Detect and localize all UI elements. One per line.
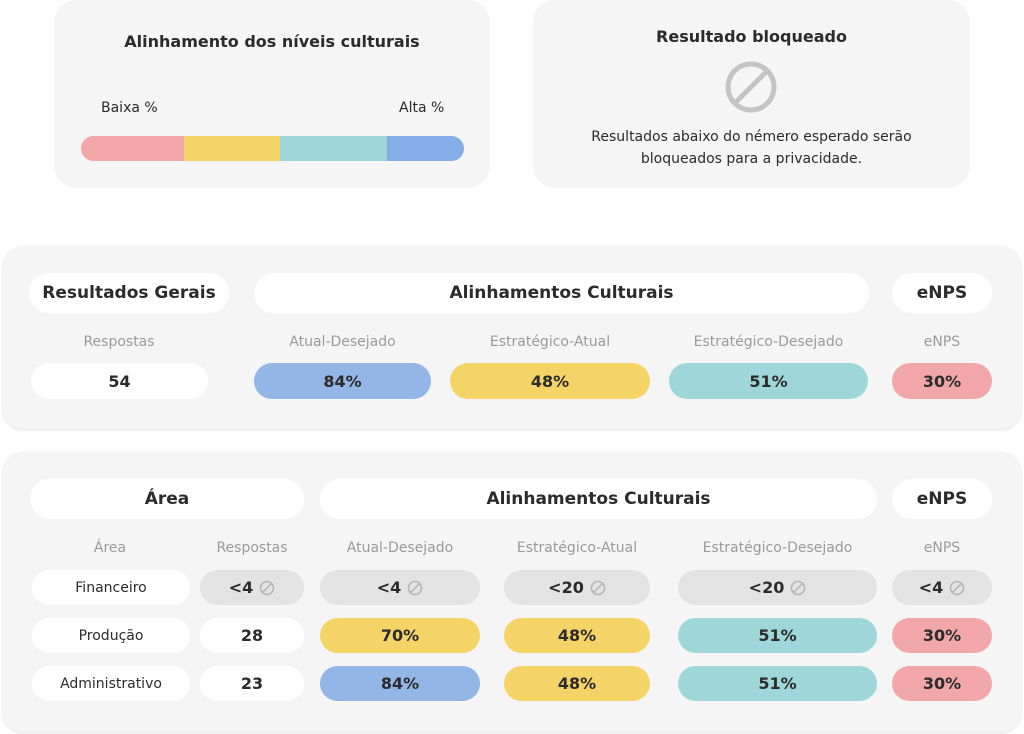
producao-estrategico-desejado-value: 51% <box>678 618 877 653</box>
ban-icon <box>949 580 965 595</box>
col-area-estrategico-desejado: Estratégico-Desejado <box>702 540 853 556</box>
financeiro-atual-desejado-text: <4 <box>376 578 402 597</box>
financeiro-enps-value: <4 <box>892 570 992 605</box>
financeiro-estrategico-desejado-text: <20 <box>748 578 785 597</box>
overall-enps-value: 30% <box>892 363 992 399</box>
alignment-color-scale <box>81 136 464 161</box>
administrativo-atual-desejado-value: 84% <box>320 666 480 701</box>
overall-estrategico-atual-value: 48% <box>450 363 650 399</box>
scale-segment-low <box>81 136 185 161</box>
financeiro-responses-text: <4 <box>228 578 254 597</box>
ban-icon <box>407 580 423 595</box>
blocked-description: Resultados abaixo do némero esperado ser… <box>533 126 970 170</box>
blocked-title: Resultado bloqueado <box>656 27 847 46</box>
header-area-cultural-alignments: Alinhamentos Culturais <box>320 479 877 519</box>
overall-atual-desejado-value: 84% <box>254 363 431 399</box>
area-name-administrativo: Administrativo <box>32 666 190 701</box>
blocked-result-card: Resultado bloqueado Resultados abaixo do… <box>533 0 970 188</box>
col-atual-desejado: Atual-Desejado <box>289 334 396 350</box>
scale-segment-high <box>387 136 464 161</box>
producao-enps-value: 30% <box>892 618 992 653</box>
financeiro-estrategico-desejado-value: <20 <box>678 570 877 605</box>
legend-high-label: Alta % <box>399 100 445 116</box>
administrativo-enps-value: 30% <box>892 666 992 701</box>
area-name-producao: Produção <box>32 618 190 653</box>
legend-title: Alinhamento dos níveis culturais <box>124 32 420 51</box>
header-area-enps: eNPS <box>892 479 992 519</box>
legend-low-label: Baixa % <box>101 100 158 116</box>
area-results-panel: Área Alinhamentos Culturais eNPS Área Re… <box>3 452 1021 732</box>
alignment-legend-card: Alinhamento dos níveis culturais Baixa %… <box>54 0 490 188</box>
col-area-estrategico-atual: Estratégico-Atual <box>516 540 638 556</box>
ban-icon <box>259 580 275 595</box>
header-area: Área <box>30 479 304 519</box>
overall-results-panel: Resultados Gerais Alinhamentos Culturais… <box>3 246 1021 429</box>
administrativo-responses-value: 23 <box>200 666 304 701</box>
header-enps: eNPS <box>892 273 992 313</box>
header-cultural-alignments: Alinhamentos Culturais <box>254 273 869 313</box>
col-estrategico-desejado: Estratégico-Desejado <box>693 334 844 350</box>
col-estrategico-atual: Estratégico-Atual <box>489 334 611 350</box>
financeiro-enps-text: <4 <box>918 578 944 597</box>
overall-responses-value: 54 <box>31 363 208 399</box>
ban-icon <box>791 580 806 595</box>
blocked-description-line1: Resultados abaixo do némero esperado ser… <box>591 129 912 145</box>
col-enps: eNPS <box>923 334 961 350</box>
financeiro-estrategico-atual-value: <20 <box>504 570 650 605</box>
col-area: Área <box>93 540 127 556</box>
col-area-enps: eNPS <box>923 540 961 556</box>
producao-responses-value: 28 <box>200 618 304 653</box>
producao-atual-desejado-value: 70% <box>320 618 480 653</box>
scale-segment-medium-high <box>280 136 388 161</box>
col-area-atual-desejado: Atual-Desejado <box>346 540 454 556</box>
header-overall-results: Resultados Gerais <box>29 273 229 313</box>
administrativo-estrategico-desejado-value: 51% <box>678 666 877 701</box>
ban-icon <box>590 580 606 595</box>
col-responses: Respostas <box>83 334 155 350</box>
financeiro-atual-desejado-value: <4 <box>320 570 480 605</box>
col-area-responses: Respostas <box>216 540 288 556</box>
area-name-financeiro: Financeiro <box>32 570 190 605</box>
overall-estrategico-desejado-value: 51% <box>669 363 868 399</box>
scale-segment-medium-low <box>184 136 281 161</box>
ban-icon <box>725 61 777 113</box>
administrativo-estrategico-atual-value: 48% <box>504 666 650 701</box>
financeiro-estrategico-atual-text: <20 <box>548 578 584 597</box>
blocked-description-line2: bloqueados para a privacidade. <box>640 151 863 167</box>
producao-estrategico-atual-value: 48% <box>504 618 650 653</box>
financeiro-responses-value: <4 <box>200 570 304 605</box>
